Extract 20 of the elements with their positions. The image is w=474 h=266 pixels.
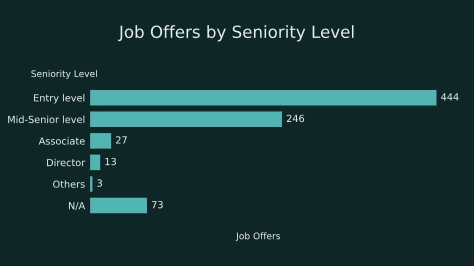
y-axis-title: Seniority Level: [31, 70, 97, 79]
y-tick-label: N/A: [68, 202, 86, 210]
bar: [90, 90, 436, 106]
data-label: 13: [105, 158, 116, 166]
y-tick-label: Director: [47, 158, 86, 166]
data-label: 246: [286, 114, 304, 122]
x-axis-title: Job Offers: [236, 232, 280, 242]
bar: [90, 112, 282, 128]
chart-title: Job Offers by Seniority Level: [118, 25, 354, 42]
y-tick-label: Others: [53, 180, 85, 188]
data-label: 73: [152, 200, 163, 208]
data-label: 444: [441, 93, 459, 100]
data-label: 3: [97, 179, 102, 187]
bar: [90, 198, 148, 214]
y-tick-label: Entry level: [34, 94, 84, 104]
data-label: 27: [116, 136, 127, 144]
bar: [90, 154, 100, 170]
y-tick-label: Associate: [38, 137, 85, 145]
bar: [90, 133, 112, 149]
y-tick-label: Mid-Senior level: [8, 116, 84, 124]
